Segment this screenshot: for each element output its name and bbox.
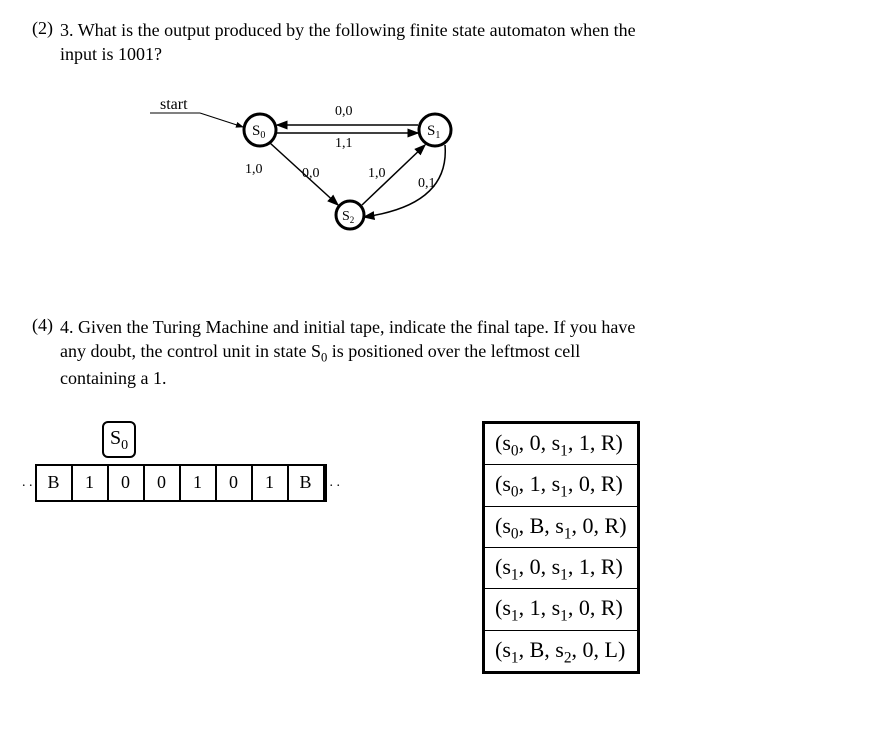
fsa-edge-s0-loop-label: 1,0 (245, 162, 263, 177)
tape-cell: B (35, 464, 73, 502)
q3-line2: input is 1001? (60, 44, 162, 64)
tape-cell: 1 (251, 464, 289, 502)
page-root: (2) 3. What is the output produced by th… (0, 0, 872, 756)
q4-line2a: any doubt, the control unit in state S (60, 341, 321, 361)
tape-cell: 1 (179, 464, 217, 502)
question-3: (2) 3. What is the output produced by th… (60, 18, 872, 235)
q4-text: 4. Given the Turing Machine and initial … (60, 315, 810, 391)
rule-cell: (s0, 1, s1, 0, R) (484, 465, 639, 506)
tape-cell: 0 (107, 464, 145, 502)
q4-content-row: S0 . . B100101B . . (s0, 0, s1, 1, R)(s0… (60, 421, 872, 674)
table-row: (s1, 1, s1, 0, R) (484, 589, 639, 630)
fsa-start-label: start (160, 96, 188, 113)
turing-rules-table: (s0, 0, s1, 1, R)(s0, 1, s1, 0, R)(s0, B… (482, 421, 640, 674)
table-row: (s0, 0, s1, 1, R) (484, 422, 639, 464)
q4-points: (4) (32, 315, 53, 336)
table-row: (s0, 1, s1, 0, R) (484, 465, 639, 506)
rule-cell: (s1, B, s2, 0, L) (484, 630, 639, 672)
fsa-edge-s0-s2-label: 0,0 (302, 166, 320, 181)
q3-line1: What is the output produced by the follo… (78, 20, 636, 40)
tape-cell: 1 (71, 464, 109, 502)
table-row: (s1, 0, s1, 1, R) (484, 547, 639, 588)
q4-line1: Given the Turing Machine and initial tap… (78, 317, 635, 337)
head-state-main: S (110, 427, 121, 449)
fsa-edge-s2-s1-label: 1,0 (368, 166, 386, 181)
table-row: (s1, B, s2, 0, L) (484, 630, 639, 672)
fsa-svg: start S0 S1 S2 1,1 0,0 0,0 (150, 85, 530, 235)
fsa-diagram: start S0 S1 S2 1,1 0,0 0,0 (150, 85, 530, 235)
fsa-edge-s1-s2-label: 0,1 (418, 176, 436, 191)
table-row: (s0, B, s1, 0, R) (484, 506, 639, 547)
q3-label: 3. (60, 20, 74, 40)
rule-cell: (s1, 1, s1, 0, R) (484, 589, 639, 630)
tape-dots-left: . . (20, 475, 35, 491)
rule-cell: (s1, 0, s1, 1, R) (484, 547, 639, 588)
rule-cell: (s0, 0, s1, 1, R) (484, 422, 639, 464)
turing-tape: . . B100101B . . (20, 464, 342, 502)
tape-cells: B100101B (35, 464, 325, 502)
fsa-edge-s0-s1-bottom-label: 1,1 (335, 136, 353, 151)
tape-cell: 0 (143, 464, 181, 502)
q3-text: 3. What is the output produced by the fo… (60, 18, 810, 67)
q4-label: 4. (60, 317, 74, 337)
q4-line3: containing a 1. (60, 368, 166, 388)
question-4: (4) 4. Given the Turing Machine and init… (60, 315, 872, 391)
tape-cell: 0 (215, 464, 253, 502)
tape-column: S0 . . B100101B . . (20, 421, 342, 502)
tape-dots-right: . . (325, 464, 343, 502)
turing-head: S0 (102, 421, 136, 458)
fsa-edge-s0-s1-top-label: 0,0 (335, 104, 353, 119)
tape-cell: B (287, 464, 325, 502)
q3-points: (2) (32, 18, 53, 39)
head-state-sub: 0 (121, 438, 128, 453)
rule-cell: (s0, B, s1, 0, R) (484, 506, 639, 547)
q4-line2b: is positioned over the leftmost cell (327, 341, 580, 361)
